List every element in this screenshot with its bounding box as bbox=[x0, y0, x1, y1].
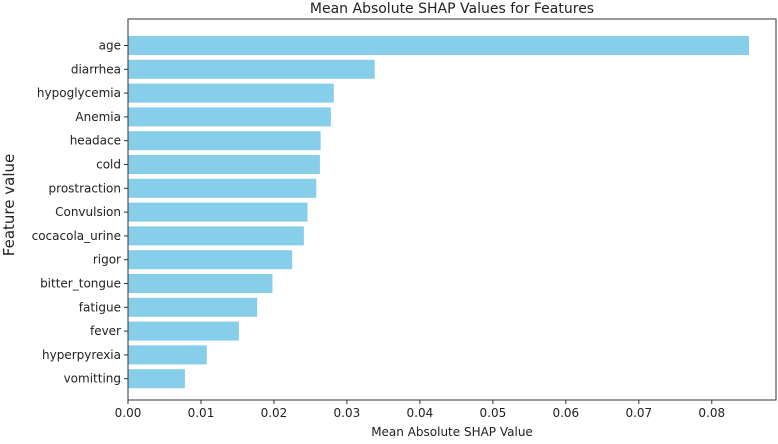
y-tick-label: rigor bbox=[93, 253, 121, 267]
y-tick-label: diarrhea bbox=[71, 62, 121, 76]
bar-Anemia bbox=[128, 107, 331, 127]
bar-fatigue bbox=[128, 297, 258, 317]
y-axis-label: Feature value bbox=[0, 154, 18, 256]
bars-layer bbox=[128, 36, 749, 389]
x-axis-label: Mean Absolute SHAP Value bbox=[371, 425, 533, 439]
plot-frame bbox=[127, 18, 777, 401]
y-tick-label: Convulsion bbox=[55, 205, 121, 219]
bar-prostraction bbox=[128, 178, 317, 198]
x-tick-label: 0.07 bbox=[625, 406, 652, 420]
chart-title: Mean Absolute SHAP Values for Features bbox=[310, 1, 594, 17]
y-tick-label: vomitting bbox=[64, 372, 121, 386]
y-tick-label: headace bbox=[70, 134, 121, 148]
bar-rigor bbox=[128, 250, 293, 270]
y-ticks-layer: age diarrhea hypoglycemia Anemia headace cold… bbox=[32, 39, 128, 386]
y-tick-label: age bbox=[99, 39, 121, 53]
y-tick-label: fever bbox=[90, 324, 121, 338]
x-tick-label: 0.05 bbox=[480, 406, 507, 420]
x-tick-label: 0.03 bbox=[334, 406, 361, 420]
y-tick-label: Anemia bbox=[75, 110, 121, 124]
x-tick-label: 0.06 bbox=[552, 406, 579, 420]
bar-vomitting bbox=[128, 369, 185, 389]
x-tick-label: 0.00 bbox=[115, 406, 142, 420]
y-tick-label: bitter_tongue bbox=[40, 277, 121, 291]
y-tick-label: cold bbox=[96, 158, 121, 172]
x-tick-label: 0.02 bbox=[261, 406, 288, 420]
y-tick-label: fatigue bbox=[79, 300, 121, 314]
bar-hyperpyrexia bbox=[128, 345, 207, 365]
bar-hypoglycemia bbox=[128, 83, 334, 103]
bar-diarrhea bbox=[128, 59, 375, 79]
x-tick-label: 0.08 bbox=[698, 406, 725, 420]
bar-cocacola_urine bbox=[128, 226, 304, 246]
y-tick-label: prostraction bbox=[49, 181, 121, 195]
bar-age bbox=[128, 36, 749, 55]
x-ticks-layer: 0.00 0.01 0.02 0.03 0.04 0.05 0.06 0.07 0.08 bbox=[115, 400, 725, 420]
bar-headace bbox=[128, 131, 321, 151]
y-tick-label: hypoglycemia bbox=[37, 86, 121, 100]
bar-Convulsion bbox=[128, 202, 308, 222]
bar-cold bbox=[128, 155, 320, 174]
y-tick-label: cocacola_urine bbox=[32, 229, 121, 243]
x-tick-label: 0.04 bbox=[407, 406, 434, 420]
bar-fever bbox=[128, 321, 239, 341]
y-tick-label: hyperpyrexia bbox=[42, 348, 121, 362]
x-tick-label: 0.01 bbox=[188, 406, 215, 420]
bar-bitter_tongue bbox=[128, 274, 273, 293]
